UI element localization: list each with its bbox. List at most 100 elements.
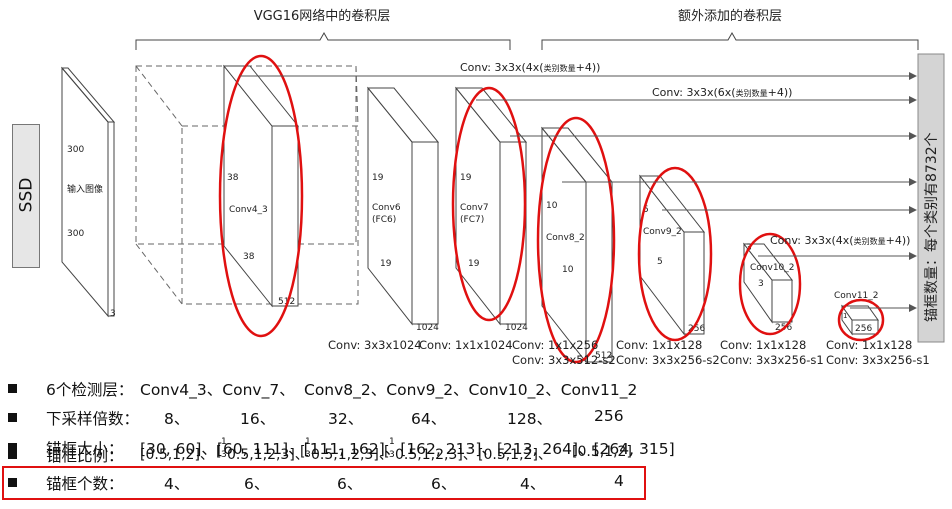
row2-v1: 16、	[240, 410, 276, 428]
output-label: 锚框数量：每个类别有8732个	[924, 132, 940, 322]
conv7-sub: (FC7)	[460, 215, 484, 225]
row4-v1: 0.5,1,2,3]、	[227, 447, 309, 463]
conv10-2-desc1: Conv: 1x1x128	[720, 338, 806, 352]
conv8-2-h: 10	[546, 201, 558, 211]
row5-v4: 4、	[520, 475, 546, 493]
conv9-2-h: 5	[643, 205, 649, 215]
row2-v2: 32、	[328, 410, 364, 428]
conv8-2-desc1: Conv: 1x1x256	[512, 338, 598, 352]
conv9-2-desc2: Conv: 3x3x256-s2	[616, 353, 720, 367]
highlight-conv4-3	[218, 54, 304, 338]
row4-v0: [0.5,1,2]、	[140, 447, 214, 463]
row4-v3-open: [	[384, 444, 390, 460]
row4-frac3-den: 3	[389, 450, 395, 460]
conv9-2-c: 256	[688, 324, 705, 334]
conv7-name: Conv7	[460, 203, 489, 213]
conv6-c: 1024	[416, 323, 439, 333]
conv7-desc: Conv: 1x1x1024	[419, 338, 513, 352]
conv7-c: 1024	[505, 323, 528, 333]
row4-v4: [0.5,1,2]、	[478, 447, 552, 463]
conv6-w: 19	[380, 259, 392, 269]
conv11-2-block	[841, 304, 879, 336]
extra-brace	[541, 31, 919, 50]
row4-frac3-num: 1	[389, 437, 395, 447]
conv11-2-h: 1	[843, 312, 847, 320]
arrow-label-3: Conv: 3x3x(4x(类别数量+4))	[770, 234, 910, 247]
conv8-2-w: 10	[562, 265, 574, 275]
conv11-2-desc2: Conv: 3x3x256-s1	[826, 353, 930, 367]
conv6-sub: (FC6)	[372, 215, 396, 225]
row4-frac1-den: 3	[221, 450, 227, 460]
output-box	[917, 53, 945, 343]
conv11-2-name: Conv11_2	[834, 291, 879, 301]
highlight-conv9-2	[637, 166, 713, 342]
bullet-5	[8, 478, 17, 487]
extra-label: 额外添加的卷积层	[678, 8, 782, 24]
row4-v3: 0.5,1,2,3]、	[395, 447, 477, 463]
conv4-3-name: Conv4_3	[229, 205, 268, 215]
conv9-2-name: Conv9_2	[643, 227, 682, 237]
input-w: 300	[67, 229, 84, 239]
conv10-2-block	[742, 242, 794, 324]
row4-v5: [0.5,1,2]	[572, 444, 632, 460]
row2-v3: 64、	[411, 410, 447, 428]
conv9-2-block	[638, 174, 706, 336]
conv10-2-name: Conv10_2	[750, 263, 795, 273]
vgg-brace	[135, 31, 511, 50]
row4-v1-open: [	[216, 444, 222, 460]
row4-label: 锚框比例：	[46, 447, 124, 465]
row2-label: 下采样倍数：	[46, 410, 140, 428]
highlight-conv11-2	[837, 298, 885, 342]
conv7-w: 19	[468, 259, 480, 269]
row4-frac2-num: 1	[305, 437, 311, 447]
highlight-conv10-2	[738, 232, 802, 336]
row3-label: 锚框大小：	[46, 440, 124, 458]
arrow-label-2: Conv: 3x3x(6x(类别数量+4))	[652, 86, 792, 99]
conv7-h: 19	[460, 173, 472, 183]
detection-layer-highlights	[218, 54, 885, 364]
row1-value-b: Conv8_2、Conv9_2、Conv10_2、Conv11_2	[304, 381, 638, 399]
conv6-name: Conv6	[372, 203, 401, 213]
conv11-2-desc1: Conv: 1x1x128	[826, 338, 912, 352]
vgg-label: VGG16网络中的卷积层	[254, 8, 391, 24]
anchor-count-highlight	[2, 466, 646, 500]
row3-value: [30, 60]、[60, 111]、[111, 162]、[162, 213]…	[140, 440, 675, 458]
row4-frac2-den: 3	[305, 450, 311, 460]
bullet-2	[8, 413, 17, 422]
conv11-2-c: 256	[855, 324, 872, 334]
conv8-2-desc2: Conv: 3x3x512-s2	[512, 353, 616, 367]
prediction-arrows	[240, 72, 917, 312]
bullet-3	[8, 443, 17, 452]
highlight-conv8-2	[536, 116, 616, 364]
conv4-3-h: 38	[227, 173, 239, 183]
row2-v5: 256	[594, 407, 624, 425]
row5-v1: 6、	[244, 475, 270, 493]
row5-v2: 6、	[337, 475, 363, 493]
row4-frac1-num: 1	[221, 437, 227, 447]
bullet-1	[8, 384, 17, 393]
row5-label: 锚框个数：	[46, 475, 124, 493]
row4-v2: 0.5,1,2,3]、	[311, 447, 393, 463]
input-c: 3	[110, 309, 116, 319]
input-h: 300	[67, 145, 84, 155]
row5-v0: 4、	[164, 475, 190, 493]
row5-v5: 4	[614, 472, 624, 490]
row1-value-a: Conv4_3、Conv_7、	[140, 381, 295, 399]
row5-v3: 6、	[431, 475, 457, 493]
conv8-2-c: 512	[595, 351, 612, 361]
conv4-3-block	[222, 64, 300, 308]
conv4-3-w: 38	[243, 252, 255, 262]
row1-label: 6个检测层：	[46, 381, 134, 399]
row2-v4: 128、	[507, 410, 553, 428]
input-block	[60, 66, 116, 318]
conv8-2-name: Conv8_2	[546, 233, 585, 243]
arrow-label-1: Conv: 3x3x(4x(类别数量+4))	[460, 61, 600, 74]
conv9-2-desc1: Conv: 1x1x128	[616, 338, 702, 352]
conv6-desc: Conv: 3x3x1024	[328, 338, 422, 352]
row4-v2-open: [	[300, 444, 306, 460]
conv10-2-w: 3	[758, 279, 764, 289]
conv10-2-desc2: Conv: 3x3x256-s1	[720, 353, 824, 367]
conv6-h: 19	[372, 173, 384, 183]
